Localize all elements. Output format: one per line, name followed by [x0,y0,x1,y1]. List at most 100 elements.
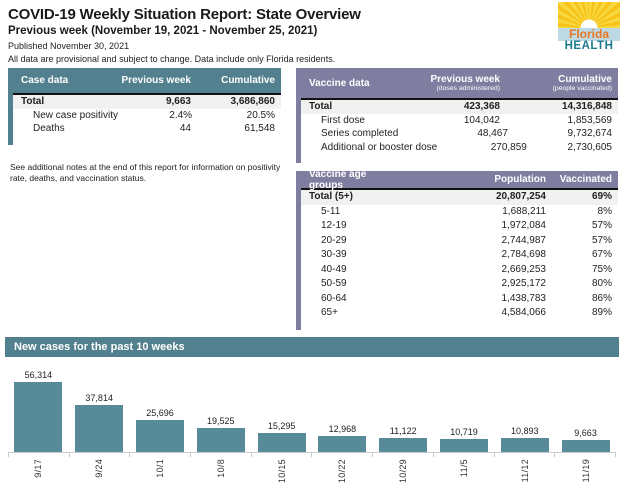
bar-value-label: 19,525 [207,415,235,426]
row-value: 48,467 [477,128,508,139]
row-value: 2,925,172 [501,278,547,289]
col-vaccinated: Vaccinated [559,174,612,185]
table-row: Total (5+) 20,807,254 69% [301,190,618,205]
axis-tick [250,452,252,457]
bar [379,437,428,452]
data-disclaimer: All data are provisional and subject to … [8,54,336,64]
row-value: 80% [591,278,612,289]
vaccine-table-body: Total 423,368 14,316,848 First dose 104,042 1… [301,98,618,154]
row-value: 423,368 [463,101,500,112]
bar-group: 10,719 11/5 [434,366,495,477]
x-axis-label: 10/29 [398,458,409,483]
row-label: 65+ [321,307,338,318]
bar [561,439,610,452]
table-row: 65+ 4,584,066 89% [301,306,618,321]
vaccine-data-table: Vaccine data Previous week (doses adminis… [296,68,618,163]
row-label: 20-29 [321,234,347,246]
bar-group: 15,295 10/15 [251,366,312,483]
table-row: First dose 104,042 1,853,569 [301,114,618,128]
row-value: 270,859 [490,141,527,153]
row-value: 1,438,783 [501,292,547,304]
bar-value-label: 11,122 [389,425,417,436]
bar-group: 11,122 10/29 [373,366,434,483]
logo-florida-text: Florida [558,28,620,41]
table-row: Series completed 48,467 9,732,674 [301,127,618,141]
axis-tick [614,452,616,457]
table-row: 50-59 2,925,172 80% [301,277,618,292]
axis-tick [190,452,192,457]
bar [257,432,306,452]
col-previous-week-sub: (doses administered) [436,84,500,92]
col-cumulative-main: Cumulative [558,73,612,85]
summary-tables: Case data Previous week Cumulative Total… [8,68,618,330]
case-table-header: Case data Previous week Cumulative [8,68,281,93]
bar [318,435,367,452]
row-value: 2,669,253 [501,263,547,275]
row-label: Total (5+) [309,191,353,202]
row-label: 50-59 [321,278,347,289]
bar-group: 19,525 10/8 [190,366,251,477]
x-axis-label: 10/22 [337,458,348,483]
row-label: Deaths [33,123,65,134]
bar-value-label: 25,696 [146,407,174,418]
x-axis-label: 9/17 [33,458,44,478]
table-row: 12-19 1,972,084 57% [301,219,618,234]
axis-tick [493,452,495,457]
col-population: Population [494,174,546,185]
row-value: 67% [591,249,612,260]
table-row: Total 9,663 3,686,860 [13,95,281,109]
row-value: 8% [597,205,612,217]
row-label: Total [21,96,45,107]
bar [75,404,124,452]
right-column: Vaccine data Previous week (doses adminis… [296,68,618,330]
table-row: Deaths 44 61,548 [13,122,281,136]
new-cases-bar-chart: 56,314 9/17 37,814 9/24 25,696 10/1 19,525 10/8… [8,366,616,496]
left-column: Case data Previous week Cumulative Total… [8,68,281,184]
age-table-header: Vaccine age groups Population Vaccinated [296,169,618,191]
report-header: COVID-19 Weekly Situation Report: State … [0,0,624,64]
axis-tick [68,452,70,457]
row-label: Total [309,101,333,112]
chart-section-title: New cases for the past 10 weeks [5,336,619,357]
case-table-body: Total 9,663 3,686,860 New case positivity 2.… [13,93,281,136]
row-value: 1,972,084 [501,220,547,231]
x-axis-label: 9/24 [94,458,105,478]
x-axis-label: 10/15 [276,458,287,483]
row-label: First dose [321,114,365,126]
page-title: COVID-19 Weekly Situation Report: State … [8,6,361,23]
axis-tick [432,452,434,457]
row-value: 89% [591,307,612,318]
row-value: 3,686,860 [230,96,276,107]
row-value: 44 [179,123,191,134]
bar-value-label: 10,719 [450,426,478,437]
bar-group: 37,814 9/24 [69,366,130,477]
case-table-title: Case data [21,75,69,86]
row-value: 2.4% [169,109,193,121]
axis-tick [372,452,374,457]
table-row: 5-11 1,688,211 8% [301,205,618,220]
x-axis-label: 10/8 [215,458,226,478]
row-value: 75% [591,263,612,275]
table-row: 60-64 1,438,783 86% [301,292,618,307]
row-label: Series completed [321,128,399,139]
bar-group: 10,893 11/12 [494,366,555,482]
table-row: 30-39 2,784,698 67% [301,248,618,263]
chart-bars: 56,314 9/17 37,814 9/24 25,696 10/1 19,525 10/8… [8,366,616,483]
bar-value-label: 10,893 [511,425,539,436]
row-value: 20,807,254 [495,191,546,202]
bar [439,438,488,452]
axis-tick [311,452,313,457]
published-date: Published November 30, 2021 [8,41,130,51]
row-value: 57% [591,220,612,231]
bar-value-label: 12,968 [328,423,357,434]
sun-icon [558,2,620,28]
axis-tick [8,452,9,457]
bar [14,381,63,452]
bar-value-label: 15,295 [267,420,296,431]
bar [196,427,245,452]
x-axis-label: 11/12 [519,458,530,482]
row-value: 1,853,569 [567,114,613,126]
bar-group: 56,314 9/17 [8,366,69,477]
additional-notes-text: See additional notes at the end of this … [10,161,281,183]
table-row: Total 423,368 14,316,848 [301,100,618,114]
